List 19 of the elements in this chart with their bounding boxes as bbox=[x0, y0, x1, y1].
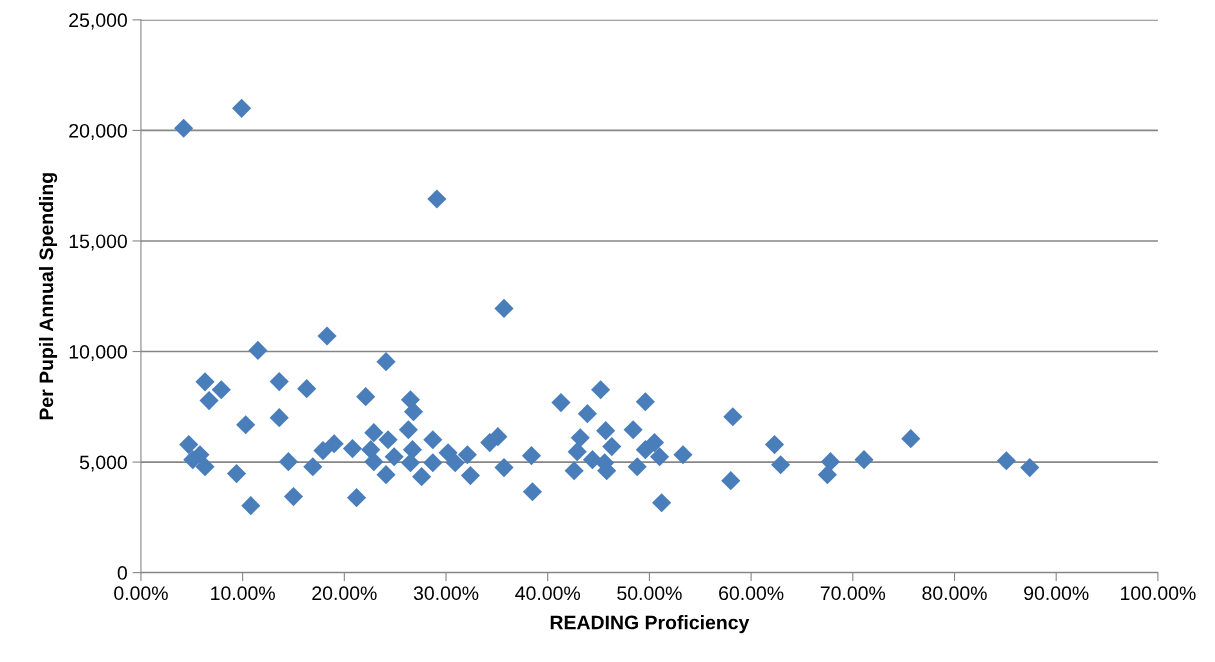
x-axis-title: READING Proficiency bbox=[550, 615, 750, 634]
y-tick-label: 5,000 bbox=[79, 455, 127, 472]
x-tick-label: 90.00% bbox=[1024, 586, 1089, 601]
x-tick-label: 80.00% bbox=[922, 586, 987, 601]
x-tick-label: 50.00% bbox=[617, 586, 682, 601]
y-axis-title: Per Pupil Annual Spending bbox=[38, 173, 58, 420]
x-tick-label: 100.00% bbox=[1121, 586, 1196, 601]
x-tick-label: 0.00% bbox=[114, 586, 168, 601]
x-tick-label: 40.00% bbox=[515, 586, 581, 601]
x-tick-label: 30.00% bbox=[413, 586, 479, 601]
x-tick-label: 60.00% bbox=[719, 586, 784, 601]
x-tick-label: 20.00% bbox=[312, 586, 377, 601]
y-tick-label: 0 bbox=[117, 566, 127, 580]
y-tick-label: 25,000 bbox=[69, 13, 127, 30]
x-tick-label: 70.00% bbox=[820, 586, 886, 601]
x-tick-label: 10.00% bbox=[211, 586, 275, 601]
y-tick-label: 20,000 bbox=[69, 123, 127, 140]
y-tick-label: 10,000 bbox=[69, 344, 127, 362]
y-tick-label: 15,000 bbox=[69, 234, 127, 251]
